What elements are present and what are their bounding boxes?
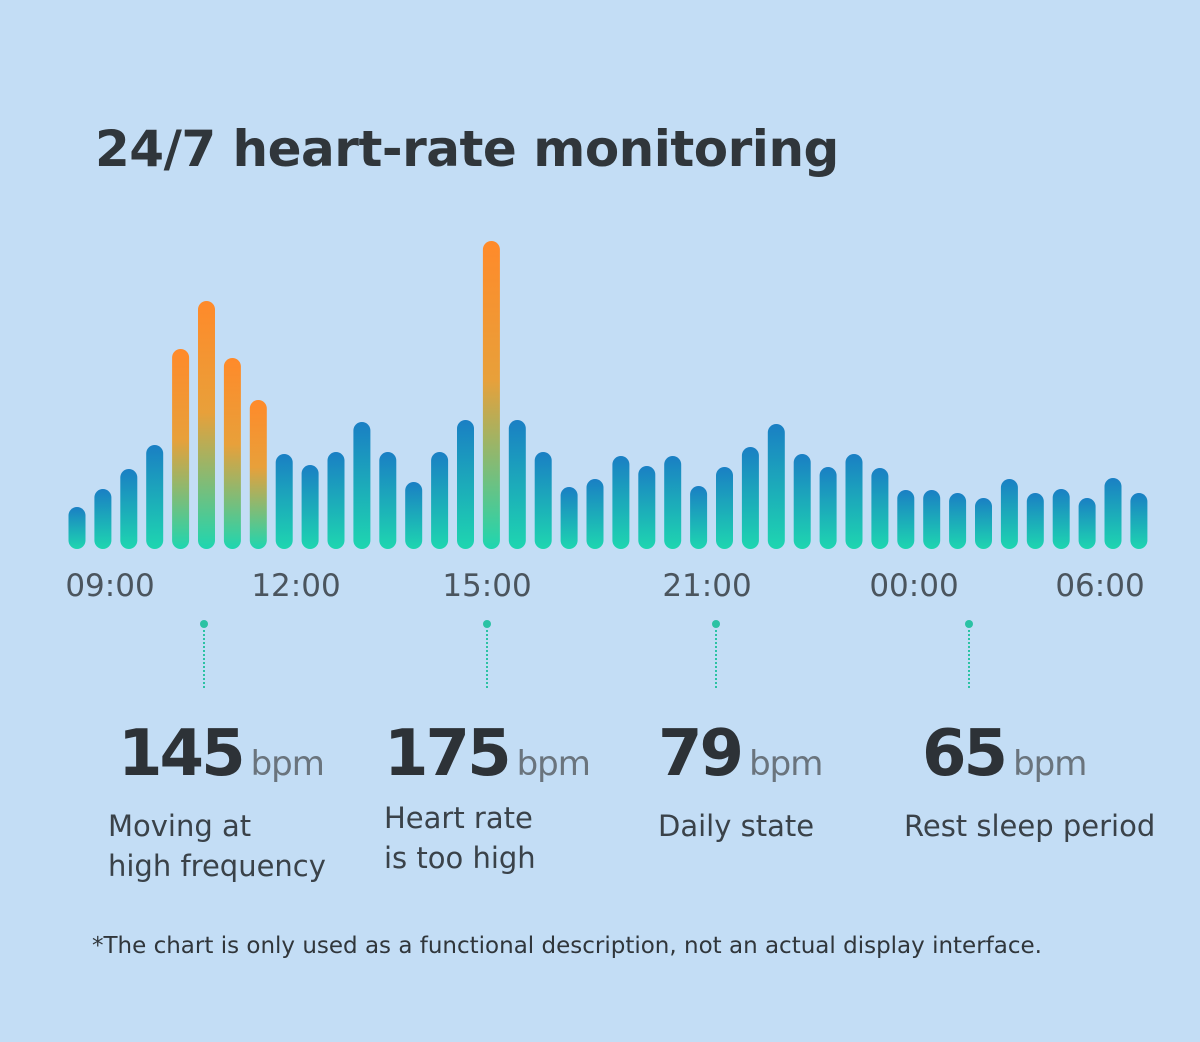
heart-rate-bar xyxy=(534,452,552,549)
heart-rate-bar xyxy=(871,468,889,549)
heart-rate-bar xyxy=(638,466,656,549)
callout-marker xyxy=(199,620,209,690)
heart-rate-bar xyxy=(327,452,345,549)
heart-rate-bar xyxy=(1130,493,1148,549)
stat-value: 145 xyxy=(118,717,246,791)
heart-rate-bar xyxy=(664,456,682,549)
heart-rate-bar xyxy=(301,465,319,549)
heart-rate-bar-high xyxy=(172,349,190,549)
stat-unit: bpm xyxy=(516,744,591,784)
heart-rate-bar xyxy=(146,445,164,549)
bars-group xyxy=(68,241,1148,549)
heart-rate-bar xyxy=(353,422,371,549)
callout-marker xyxy=(711,620,721,690)
x-tick-label: 15:00 xyxy=(442,568,532,604)
marker-dotted-line xyxy=(968,630,970,688)
heart-rate-bar xyxy=(275,454,293,549)
heart-rate-bar xyxy=(94,489,112,549)
chart-title: 24/7 heart-rate monitoring xyxy=(95,120,839,178)
stat-unit: bpm xyxy=(250,744,325,784)
heart-rate-bar xyxy=(949,493,967,549)
heart-rate-bar xyxy=(560,487,578,549)
x-tick-label: 12:00 xyxy=(251,568,341,604)
heart-rate-bar xyxy=(690,486,708,549)
heart-rate-bar xyxy=(120,469,138,549)
heart-rate-bar xyxy=(612,456,630,549)
marker-dot xyxy=(965,620,973,628)
heart-rate-bar-high xyxy=(198,301,215,549)
x-tick-label: 06:00 xyxy=(1055,568,1145,604)
disclaimer-footnote: *The chart is only used as a functional … xyxy=(92,933,1042,959)
heart-rate-bar xyxy=(431,452,449,549)
stat-rest-sleep-period: 65 bpm Rest sleep period xyxy=(904,722,1155,846)
marker-dotted-line xyxy=(715,630,717,688)
callout-marker xyxy=(482,620,492,690)
x-tick-label: 09:00 xyxy=(65,568,155,604)
callout-marker xyxy=(964,620,974,690)
heart-rate-bar xyxy=(819,467,837,549)
heart-rate-bar xyxy=(1078,498,1096,549)
marker-dot xyxy=(712,620,720,628)
stat-label: Daily state xyxy=(658,809,815,843)
x-tick-label: 21:00 xyxy=(662,568,752,604)
heart-rate-bar xyxy=(1000,479,1018,549)
stat-moving-high-frequency: 145 bpm Moving at high frequency xyxy=(108,722,326,886)
heart-rate-bar xyxy=(1026,493,1044,549)
heart-rate-bar-high xyxy=(223,358,241,549)
heart-rate-bar xyxy=(923,490,941,549)
heart-rate-bar xyxy=(741,447,759,549)
heart-rate-bar xyxy=(68,507,86,549)
stat-label: Heart rate is too high xyxy=(384,801,536,875)
stat-unit: bpm xyxy=(1013,744,1087,784)
stat-label: Moving at high frequency xyxy=(108,809,326,883)
stat-heart-rate-too-high: 175 bpm Heart rate is too high xyxy=(384,722,591,878)
x-tick-label: 00:00 xyxy=(869,568,959,604)
heart-rate-bar xyxy=(379,452,397,549)
stat-value: 65 xyxy=(922,717,1008,791)
heart-rate-bar xyxy=(716,467,733,549)
heart-rate-bar xyxy=(457,420,474,549)
marker-dot xyxy=(483,620,491,628)
heart-rate-bar xyxy=(767,424,785,549)
heart-rate-bar xyxy=(975,498,992,549)
heart-rate-bar xyxy=(1052,489,1070,549)
marker-dot xyxy=(200,620,208,628)
stat-label: Rest sleep period xyxy=(904,809,1156,843)
marker-dotted-line xyxy=(486,630,488,688)
heart-rate-bar xyxy=(845,454,863,549)
heart-rate-bar-high xyxy=(482,241,500,549)
heart-rate-bar xyxy=(793,454,811,549)
marker-dotted-line xyxy=(203,630,205,688)
stat-value: 175 xyxy=(384,717,512,791)
heart-rate-bar xyxy=(508,420,526,549)
heart-rate-bar xyxy=(1104,478,1122,549)
heart-rate-bar-high xyxy=(249,400,267,549)
heart-rate-bar xyxy=(897,490,915,549)
stat-value: 79 xyxy=(658,717,744,791)
stat-daily-state: 79 bpm Daily state xyxy=(658,722,823,846)
heart-rate-bar xyxy=(405,482,423,549)
heart-rate-bar xyxy=(586,479,604,549)
stat-unit: bpm xyxy=(749,744,823,784)
